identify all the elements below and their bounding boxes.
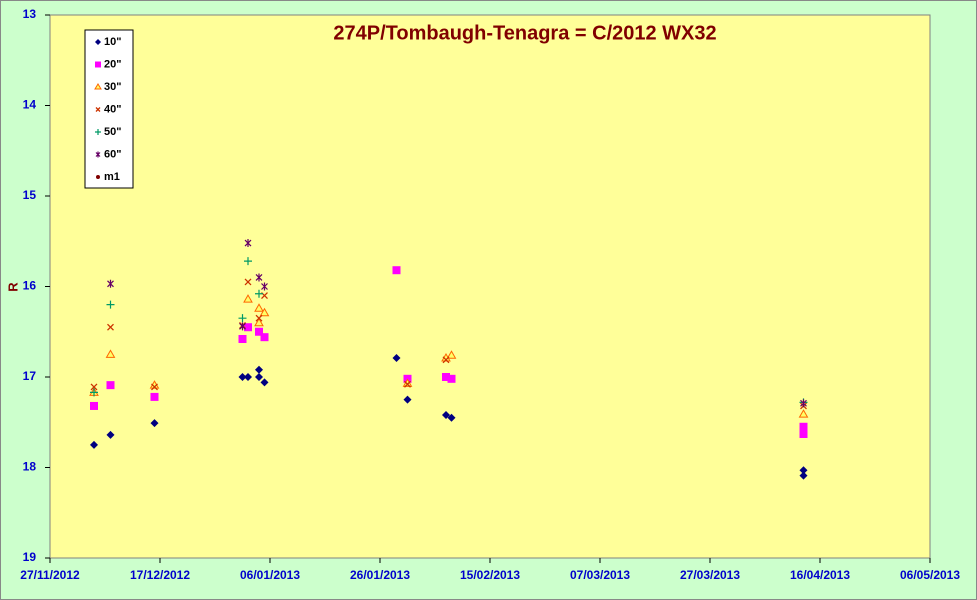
marker xyxy=(90,388,98,397)
legend-marker xyxy=(95,151,101,158)
marker xyxy=(150,392,159,401)
x-tick-label: 26/01/2013 xyxy=(350,568,410,582)
legend-label: 60" xyxy=(104,148,121,160)
marker xyxy=(244,373,252,381)
marker xyxy=(442,411,450,420)
marker xyxy=(392,353,401,362)
marker xyxy=(259,307,270,317)
x-tick-label: 06/01/2013 xyxy=(240,568,300,582)
legend-label: 40" xyxy=(104,103,121,115)
y-tick-label: 14 xyxy=(23,98,37,112)
marker xyxy=(255,289,263,298)
plot-area xyxy=(49,14,931,559)
legend-label: 50" xyxy=(104,126,121,138)
x-tick-label: 06/05/2013 xyxy=(900,568,960,582)
marker xyxy=(261,282,268,291)
marker xyxy=(107,323,114,331)
x-tick-label: 27/03/2013 xyxy=(680,568,740,582)
legend-label: m1 xyxy=(104,171,120,183)
marker xyxy=(254,317,264,327)
y-tick-label: 19 xyxy=(23,550,37,564)
marker xyxy=(799,430,808,439)
marker xyxy=(255,273,263,282)
x-tick-label: 07/03/2013 xyxy=(570,568,630,582)
marker xyxy=(799,466,808,475)
marker xyxy=(238,334,247,343)
marker xyxy=(260,333,269,342)
marker xyxy=(800,399,807,408)
y-tick-label: 16 xyxy=(23,279,37,293)
marker xyxy=(244,239,252,248)
y-tick-label: 13 xyxy=(23,7,37,21)
marker xyxy=(90,383,98,391)
marker xyxy=(243,294,253,303)
marker xyxy=(799,471,808,480)
legend-marker xyxy=(95,61,101,68)
marker xyxy=(106,430,115,439)
marker xyxy=(244,278,252,286)
marker xyxy=(260,378,269,387)
legend-marker xyxy=(95,129,101,135)
marker xyxy=(106,300,115,309)
y-tick-label: 17 xyxy=(23,369,37,383)
marker xyxy=(90,401,98,410)
marker xyxy=(254,303,264,312)
marker xyxy=(447,374,456,383)
marker xyxy=(799,422,808,431)
marker xyxy=(107,279,114,288)
marker xyxy=(392,266,401,275)
legend-marker xyxy=(96,175,100,179)
y-axis-label: R xyxy=(5,282,20,292)
marker xyxy=(105,349,116,358)
marker xyxy=(798,409,809,418)
x-tick-label: 17/12/2012 xyxy=(130,568,190,582)
marker xyxy=(255,314,263,322)
marker xyxy=(151,383,158,391)
legend-marker xyxy=(95,107,101,112)
legend-marker xyxy=(94,83,102,90)
x-tick-label: 15/02/2013 xyxy=(460,568,520,582)
x-tick-label: 27/11/2012 xyxy=(20,568,80,582)
marker xyxy=(446,350,457,359)
legend-label: 30" xyxy=(104,81,121,93)
y-tick-label: 15 xyxy=(23,188,37,202)
marker xyxy=(106,381,115,390)
marker xyxy=(447,413,456,422)
x-tick-label: 16/04/2013 xyxy=(790,568,850,582)
marker xyxy=(442,356,450,364)
marker xyxy=(238,314,247,323)
chart-title: 274P/Tombaugh-Tenagra = C/2012 WX32 xyxy=(333,22,716,44)
marker xyxy=(255,373,263,381)
y-tick-label: 18 xyxy=(23,460,37,474)
marker xyxy=(244,323,252,332)
legend xyxy=(84,29,134,189)
marker xyxy=(150,419,159,428)
marker xyxy=(244,257,252,266)
marker xyxy=(239,322,246,331)
legend-label: 10" xyxy=(104,36,121,48)
marker xyxy=(238,373,247,381)
marker xyxy=(90,440,98,449)
marker xyxy=(404,380,411,388)
marker xyxy=(255,365,263,374)
legend-marker xyxy=(95,39,101,45)
marker xyxy=(403,395,412,404)
legend-label: 20" xyxy=(104,58,121,70)
